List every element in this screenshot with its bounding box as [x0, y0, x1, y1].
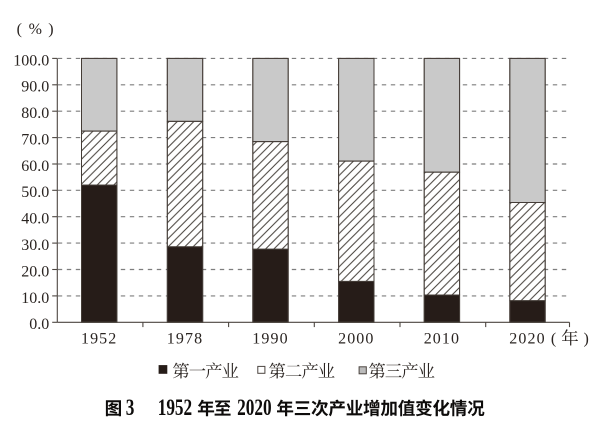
svg-text:90.0: 90.0: [21, 79, 49, 96]
svg-text:1952: 1952: [81, 330, 117, 347]
svg-text:1952: 1952: [158, 396, 192, 421]
svg-text:2020: 2020: [237, 396, 271, 421]
svg-text:(: (: [17, 21, 22, 38]
svg-text:10.0: 10.0: [21, 290, 49, 307]
svg-text:): ): [48, 21, 53, 38]
svg-text:3: 3: [126, 396, 135, 421]
svg-text:1990: 1990: [252, 330, 288, 347]
svg-text:): ): [584, 330, 589, 347]
svg-text:0.0: 0.0: [29, 316, 49, 333]
svg-text:40.0: 40.0: [21, 211, 49, 228]
svg-text:1978: 1978: [167, 330, 203, 347]
svg-text:2000: 2000: [338, 330, 374, 347]
svg-text:2020: 2020: [509, 330, 545, 347]
svg-text:30.0: 30.0: [21, 237, 49, 254]
svg-text:70.0: 70.0: [21, 132, 49, 149]
svg-text:%: %: [29, 21, 42, 38]
svg-text:80.0: 80.0: [21, 105, 49, 122]
svg-text:2010: 2010: [424, 330, 460, 347]
svg-text:20.0: 20.0: [21, 263, 49, 280]
svg-text:60.0: 60.0: [21, 158, 49, 175]
svg-text:100.0: 100.0: [13, 52, 49, 69]
svg-text:(: (: [551, 330, 556, 347]
svg-text:50.0: 50.0: [21, 184, 49, 201]
